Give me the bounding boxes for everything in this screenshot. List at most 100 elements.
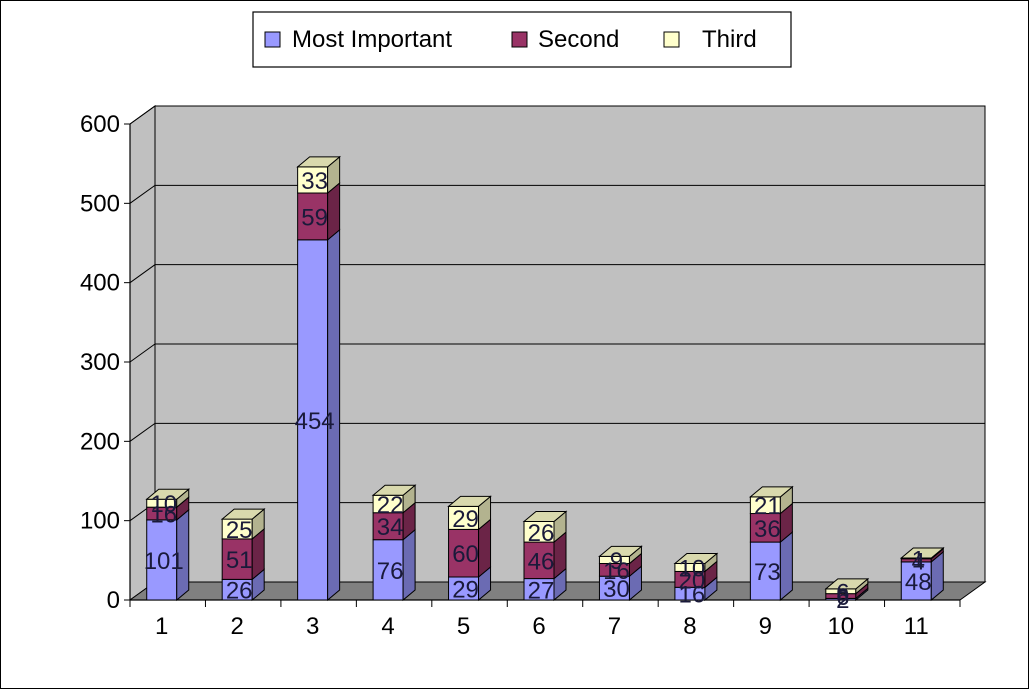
x-tick-label: 11 <box>904 613 929 640</box>
gridline <box>129 184 985 204</box>
y-tick-label: 0 <box>107 587 120 614</box>
bar-segment <box>598 565 642 602</box>
x-tick-label: 1 <box>155 613 168 640</box>
legend-label: Third <box>702 26 757 53</box>
data-label: 9 <box>610 548 623 575</box>
data-label: 30 <box>603 576 630 603</box>
bar-side <box>402 528 416 602</box>
bar-segment <box>749 531 793 602</box>
bar-segment <box>297 181 341 241</box>
data-label: 2 <box>836 587 849 614</box>
data-label: 73 <box>754 559 781 586</box>
bar-front <box>900 561 932 601</box>
bar-top <box>748 486 794 498</box>
data-label: 16 <box>150 502 177 529</box>
bar-top <box>899 547 945 559</box>
data-label: 10 <box>679 555 706 582</box>
gridline <box>129 343 985 363</box>
y-tick-label: 400 <box>80 270 120 297</box>
bar-top <box>673 553 719 565</box>
bar-segment <box>749 502 793 544</box>
data-label: 20 <box>679 567 706 594</box>
bar-segment <box>748 485 794 515</box>
bar-top <box>824 578 870 590</box>
data-label: 10 <box>150 491 177 518</box>
data-label: 27 <box>528 577 555 604</box>
bar-segment <box>900 550 944 602</box>
bar-segment <box>372 501 416 541</box>
bar-segment <box>899 546 945 560</box>
bar-top <box>296 156 342 168</box>
gridline <box>129 264 985 284</box>
bar-segment <box>221 527 265 581</box>
legend: Most Important Second Third <box>252 11 792 68</box>
bar-segment <box>297 228 341 602</box>
bar-segment <box>598 552 642 578</box>
data-label: 46 <box>528 548 555 575</box>
bar-top <box>371 484 417 496</box>
data-label: 26 <box>226 578 253 605</box>
x-tick-label: 10 <box>827 613 854 640</box>
bar-segment <box>220 508 266 540</box>
bar-segment <box>372 528 416 602</box>
bar-top <box>447 495 492 507</box>
data-label: 21 <box>754 493 781 520</box>
y-tick-label: 300 <box>80 349 120 376</box>
bar-segment <box>296 155 342 195</box>
data-label: 48 <box>905 569 932 596</box>
data-label: 29 <box>452 576 479 603</box>
data-label: 29 <box>452 506 479 533</box>
bar-top <box>145 488 191 500</box>
data-label: 6 <box>836 579 849 606</box>
bar-segment <box>673 552 719 573</box>
x-tick-label: 3 <box>306 613 319 640</box>
bar-front <box>297 192 329 241</box>
legend-label: Second <box>538 26 619 53</box>
bars <box>145 155 945 602</box>
legend-swatch <box>663 31 680 48</box>
y-tick-label: 600 <box>80 111 120 138</box>
x-tick-label: 6 <box>532 613 545 640</box>
data-label: 25 <box>226 517 253 544</box>
data-label: 36 <box>754 516 781 543</box>
bar-front <box>146 519 178 601</box>
data-label: 34 <box>377 514 404 541</box>
bar-top <box>522 510 568 522</box>
bar-side <box>779 531 793 602</box>
data-label: 60 <box>452 541 479 568</box>
y-tick-label: 500 <box>80 190 120 217</box>
bar-top <box>598 545 643 557</box>
bar-front <box>749 513 781 543</box>
y-axis-ticks: 0 100 200 300 400 500 600 <box>80 111 130 614</box>
gridline <box>129 105 985 125</box>
data-label: 1 <box>912 546 925 573</box>
bar-segment <box>448 518 492 579</box>
bar-front <box>749 541 781 601</box>
data-label: 26 <box>528 520 555 547</box>
x-tick-label: 8 <box>683 613 696 640</box>
bar-segment <box>674 576 718 602</box>
data-label: 101 <box>144 548 184 575</box>
data-label: 59 <box>301 204 328 231</box>
x-tick-label: 9 <box>759 613 772 640</box>
bar-segment <box>371 484 417 514</box>
data-label: 33 <box>301 168 328 195</box>
bar-segment <box>598 545 643 565</box>
bar-segment <box>523 531 567 580</box>
data-label: 16 <box>603 558 630 585</box>
data-label: 4 <box>912 548 925 575</box>
legend-label: Most Important <box>292 26 452 53</box>
bar-segment <box>447 495 492 531</box>
bar-front <box>372 512 404 541</box>
x-tick-label: 2 <box>231 613 244 640</box>
data-label: 22 <box>377 492 404 519</box>
bar-top <box>220 508 266 520</box>
x-axis-ticks: 1 2 3 4 5 6 7 8 9 10 11 <box>129 600 961 640</box>
gridline <box>129 422 985 442</box>
data-label: 454 <box>295 408 335 435</box>
legend-swatch <box>264 31 281 48</box>
legend-swatch <box>511 31 528 48</box>
data-label: 16 <box>679 582 706 609</box>
data-label: 76 <box>377 558 404 585</box>
